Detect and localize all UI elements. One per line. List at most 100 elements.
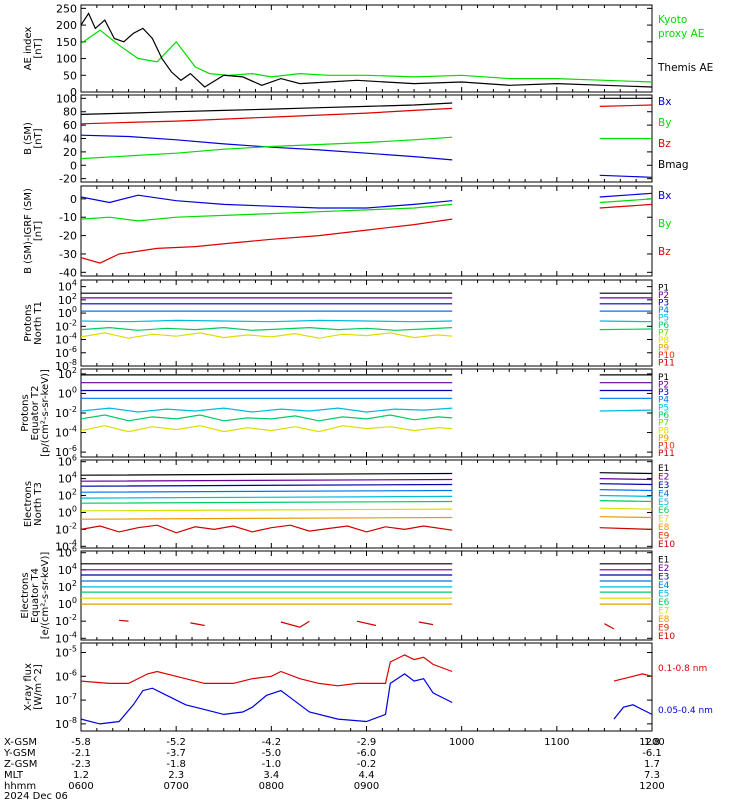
y-tick-label: 100	[58, 385, 77, 400]
panel-frame	[80, 459, 653, 549]
orbit-value: -1.0	[262, 759, 282, 770]
y-tick-label: 10-8	[55, 716, 77, 731]
y-tick-label: 100	[58, 504, 77, 519]
y-tick-label: 100	[58, 596, 77, 611]
orbit-value: -5.0	[262, 748, 282, 759]
y-tick-exponent: -8	[69, 716, 77, 725]
panel-frame	[80, 94, 653, 183]
legend-entry: E6	[658, 598, 670, 608]
series-line-p8	[81, 425, 453, 433]
orbit-time-label: 0800	[259, 781, 284, 792]
series-line-bmag	[81, 97, 652, 115]
legend-entry: P1	[658, 373, 669, 383]
legend-entry: P2	[658, 380, 669, 390]
legend-entry: E2	[658, 473, 669, 483]
orbit-time-label: 0900	[354, 781, 379, 792]
legend-entry: P4	[658, 306, 669, 316]
orbit-value: 3.4	[263, 770, 279, 781]
series-line-p8	[81, 332, 453, 339]
legend-entry: E5	[658, 498, 669, 508]
y-tick-exponent: -4	[69, 630, 77, 639]
y-tick-label: 100	[56, 92, 77, 105]
y-tick-exponent: 4	[72, 562, 77, 571]
series-group	[81, 472, 652, 534]
y-tick-exponent: 4	[72, 471, 77, 480]
y-tick-exponent: -4	[69, 538, 77, 547]
orbit-value: -6.0	[357, 748, 377, 759]
y-axis-label: Equator T4	[30, 568, 41, 623]
legend-entry: P1	[658, 284, 669, 294]
legend-entry: P10	[658, 442, 675, 452]
y-tick-exponent: 2	[72, 579, 77, 588]
series-line-e4	[81, 489, 652, 493]
legend-entry: E1	[658, 464, 669, 474]
y-tick-label: 80	[63, 106, 77, 119]
y-axis-label: Protons	[20, 394, 31, 431]
series-line-by	[81, 198, 652, 222]
y-axis-label: B (SM)-IGRF (SM)	[23, 188, 34, 274]
series-line-0-1-0-8-nm	[81, 654, 652, 687]
series-line-bz	[81, 203, 652, 264]
y-tick-exponent: -4	[69, 425, 77, 434]
series-line-p6	[81, 326, 652, 331]
series-group	[81, 654, 652, 725]
legend-entry: P8	[658, 426, 669, 436]
legend-entry: P10	[658, 351, 675, 361]
orbit-time-label: 1200	[639, 781, 664, 792]
series-line-e8	[81, 516, 652, 520]
y-axis-label: [e/(cm²-s-sr-keV)]	[40, 552, 51, 640]
y-tick-label: 0	[70, 159, 77, 172]
series-line-by	[81, 136, 652, 160]
panel-et4: 106 104 102 100 10-2 10-4 Electrons Equator T4[…	[20, 545, 675, 646]
legend-entry: Bmag	[658, 159, 689, 171]
y-tick-exponent: 4	[72, 279, 77, 288]
series-group	[81, 97, 652, 178]
orbit-value: -2.1	[71, 748, 91, 759]
panel-ae: 250 200 150 100 50 0 AE index [nT] Kyoto proxy AE…	[23, 2, 713, 99]
panel-frame	[80, 642, 653, 732]
legend-entry: P11	[658, 449, 675, 459]
legend-entry: E4	[658, 581, 670, 591]
orbit-row-label-zgsm: Z-GSM	[4, 759, 37, 770]
orbit-row-label-xgsm: X-GSM	[4, 737, 37, 748]
date-label: 2024 Dec 06	[4, 791, 68, 800]
legend-entry: Themis AE	[657, 62, 713, 74]
legend-entry: E9	[658, 623, 670, 633]
series-line-themis-ae	[81, 12, 652, 88]
series-group	[81, 563, 652, 630]
orbit-value: -1.8	[166, 759, 186, 770]
legend-entry: P7	[658, 328, 669, 338]
y-tick-exponent: -6	[69, 668, 77, 677]
x-tick-label: 1100	[544, 737, 569, 748]
orbit-value: -5.8	[71, 737, 91, 748]
orbit-value: -4.2	[262, 737, 282, 748]
y-tick-label: 104	[58, 471, 77, 486]
series-line-bx	[81, 192, 652, 209]
y-tick-exponent: -8	[69, 358, 77, 367]
x-tick-label: 1200	[639, 737, 664, 748]
legend-entry: E7	[658, 515, 669, 525]
legend-entry: Kyoto	[658, 14, 687, 26]
y-axis-label: [nT]	[33, 221, 44, 241]
legend-entry: 0.1-0.8 nm	[658, 664, 707, 674]
y-tick-label: 40	[63, 133, 77, 146]
orbit-value: 2.3	[168, 770, 184, 781]
y-axis-label: AE index	[23, 27, 34, 71]
y-tick-label: 20	[63, 146, 77, 159]
y-tick-label: -30	[59, 248, 77, 261]
y-tick-label: 10-2	[55, 613, 77, 628]
orbit-row-label-mlt: MLT	[4, 770, 24, 781]
legend-entry: E8	[658, 615, 670, 625]
orbit-time-label: 0600	[68, 781, 93, 792]
y-tick-label: 10-4	[55, 630, 77, 645]
y-tick-label: 250	[56, 2, 77, 15]
orbit-value: -5.2	[166, 737, 186, 748]
y-tick-exponent: 0	[72, 385, 77, 394]
y-axis-label: Equator T2	[30, 386, 41, 441]
y-tick-label: 100	[56, 53, 77, 66]
y-tick-label: 10-4	[55, 425, 77, 440]
y-tick-exponent: 2	[72, 292, 77, 301]
y-tick-label: 102	[58, 579, 77, 594]
